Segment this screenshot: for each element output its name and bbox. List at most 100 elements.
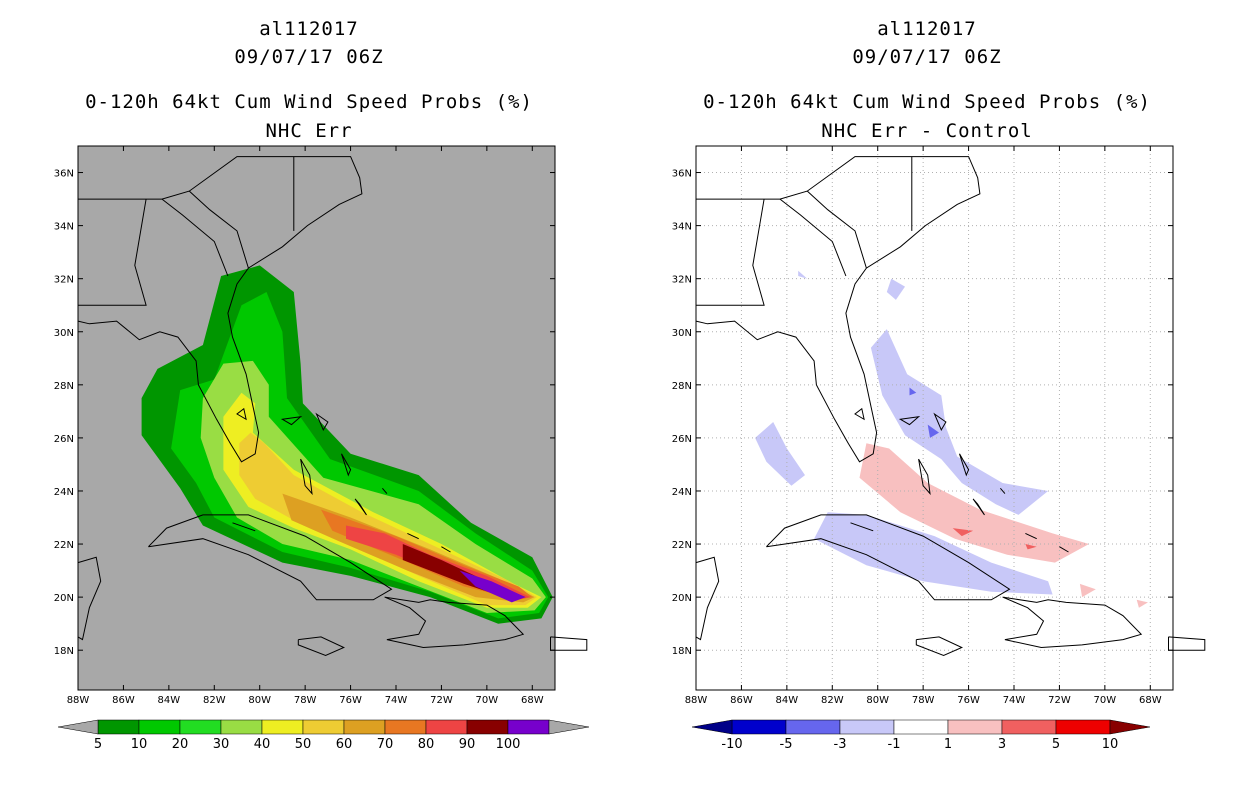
colorbar-swatch xyxy=(507,719,550,735)
colorbar-label: 3 xyxy=(998,737,1006,752)
y-axis: 18N 20N 22N 24N 26N 28N 30N 32N 34N 36N xyxy=(672,169,1173,657)
x-tick-label: 72W xyxy=(1048,695,1071,706)
y-tick-label: 32N xyxy=(54,275,74,286)
diff-blob-2 xyxy=(755,422,805,486)
map-frame xyxy=(77,145,556,691)
colorbar-label: 30 xyxy=(213,737,230,752)
colorbar-label: 70 xyxy=(377,737,394,752)
prob-band-90 xyxy=(459,570,526,603)
coastlines xyxy=(77,156,588,657)
island xyxy=(441,546,451,553)
diff-blob-9 xyxy=(1136,599,1148,608)
colorbar-end-right xyxy=(1109,719,1151,735)
storm-id: al112017 xyxy=(877,18,977,40)
coastlines xyxy=(695,156,1206,657)
contour-fills xyxy=(755,270,1148,608)
coastline xyxy=(766,514,1011,601)
colorbar-end-right xyxy=(548,719,590,735)
diff-blob-7 xyxy=(859,443,1089,563)
coastline xyxy=(384,596,525,649)
panel-nhc-err: al112017 09/07/17 06Z 0-120h 64kt Cum Wi… xyxy=(54,18,590,752)
island xyxy=(898,415,921,426)
colorbar-label: 40 xyxy=(254,737,271,752)
x-tick-label: 68W xyxy=(521,695,544,706)
island xyxy=(300,458,313,496)
colorbar-label: 20 xyxy=(172,737,189,752)
map-frame xyxy=(695,145,1174,691)
colorbar-swatch xyxy=(1001,719,1057,735)
datetime: 09/07/17 06Z xyxy=(234,46,384,68)
colorbar-swatch xyxy=(97,719,140,735)
colorbar-swatch xyxy=(384,719,427,735)
diff-blob-5 xyxy=(909,387,917,396)
diff-blob-10 xyxy=(952,528,974,537)
colorbar: -10 -5 -3 -1 1 3 5 10 xyxy=(691,719,1151,752)
colorbar-label: 5 xyxy=(1052,737,1060,752)
diff-blob-11 xyxy=(1025,544,1037,550)
colorbar-swatch xyxy=(138,719,181,735)
y-tick-label: 24N xyxy=(672,487,692,498)
panel-nhc-err-control: al112017 09/07/17 06Z 0-120h 64kt Cum Wi… xyxy=(618,0,1236,800)
x-tick-label: 70W xyxy=(476,695,499,706)
coastline xyxy=(188,190,249,269)
x-tick-label: 74W xyxy=(385,695,408,706)
x-axis: 88W 86W 84W 82W 80W 78W 76W 74W 72W 70W 68W xyxy=(685,146,1162,706)
island xyxy=(280,415,303,426)
colorbar-swatch xyxy=(220,719,263,735)
coastline xyxy=(550,636,588,651)
chart-title: 0-120h 64kt Cum Wind Speed Probs (%) xyxy=(85,91,533,113)
colorbar-label: 50 xyxy=(295,737,312,752)
colorbar-swatch xyxy=(893,719,949,735)
storm-id: al112017 xyxy=(259,18,359,40)
y-tick-label: 22N xyxy=(54,540,74,551)
y-tick-label: 24N xyxy=(54,487,74,498)
coastline xyxy=(806,190,867,269)
y-tick-label: 20N xyxy=(672,593,692,604)
x-tick-label: 88W xyxy=(67,695,90,706)
chart-title: 0-120h 64kt Cum Wind Speed Probs (%) xyxy=(703,91,1151,113)
island xyxy=(341,453,352,477)
island xyxy=(354,498,367,516)
prob-band-40 xyxy=(239,432,537,606)
colorbar-label: 1 xyxy=(944,737,952,752)
y-tick-label: 18N xyxy=(54,646,74,657)
island xyxy=(236,407,247,421)
x-tick-label: 74W xyxy=(1003,695,1026,706)
coastline xyxy=(161,198,229,277)
coastline xyxy=(232,522,256,532)
coastline xyxy=(77,156,363,463)
colorbar-end-left xyxy=(57,719,99,735)
island xyxy=(407,532,419,540)
coastline xyxy=(1002,596,1143,649)
colorbar-label: 80 xyxy=(418,737,435,752)
y-tick-label: 36N xyxy=(672,169,692,180)
diff-blob-3 xyxy=(886,278,905,300)
colorbar-label: 90 xyxy=(459,737,476,752)
x-tick-label: 82W xyxy=(203,695,226,706)
coastline xyxy=(695,156,981,463)
y-tick-label: 32N xyxy=(672,275,692,286)
y-tick-label: 28N xyxy=(54,381,74,392)
coastline xyxy=(696,199,765,306)
x-tick-label: 78W xyxy=(912,695,935,706)
coastline xyxy=(1168,636,1206,651)
difference-map: 88W 86W 84W 82W 80W 78W 76W 74W 72W 70W 68W 18N 20N 2… xyxy=(672,145,1206,752)
x-tick-label: 80W xyxy=(866,695,889,706)
island xyxy=(972,498,985,516)
x-tick-label: 88W xyxy=(685,695,708,706)
colorbar-label: 10 xyxy=(1102,737,1119,752)
diff-blob-8 xyxy=(1079,583,1096,598)
x-tick-label: 70W xyxy=(1094,695,1117,706)
colorbar-swatch xyxy=(466,719,509,735)
coastline xyxy=(779,198,847,277)
colorbar-end-left xyxy=(691,719,733,735)
colorbar-swatch xyxy=(1055,719,1111,735)
colorbar-swatch xyxy=(785,719,841,735)
y-tick-label: 26N xyxy=(672,434,692,445)
y-axis: 18N 20N 22N 24N 26N 28N 30N 32N 34N 36N xyxy=(54,169,555,657)
y-tick-label: 34N xyxy=(672,222,692,233)
x-tick-label: 76W xyxy=(339,695,362,706)
colorbar-label: 5 xyxy=(94,737,102,752)
colorbar-swatch xyxy=(302,719,345,735)
coastline xyxy=(850,522,874,532)
